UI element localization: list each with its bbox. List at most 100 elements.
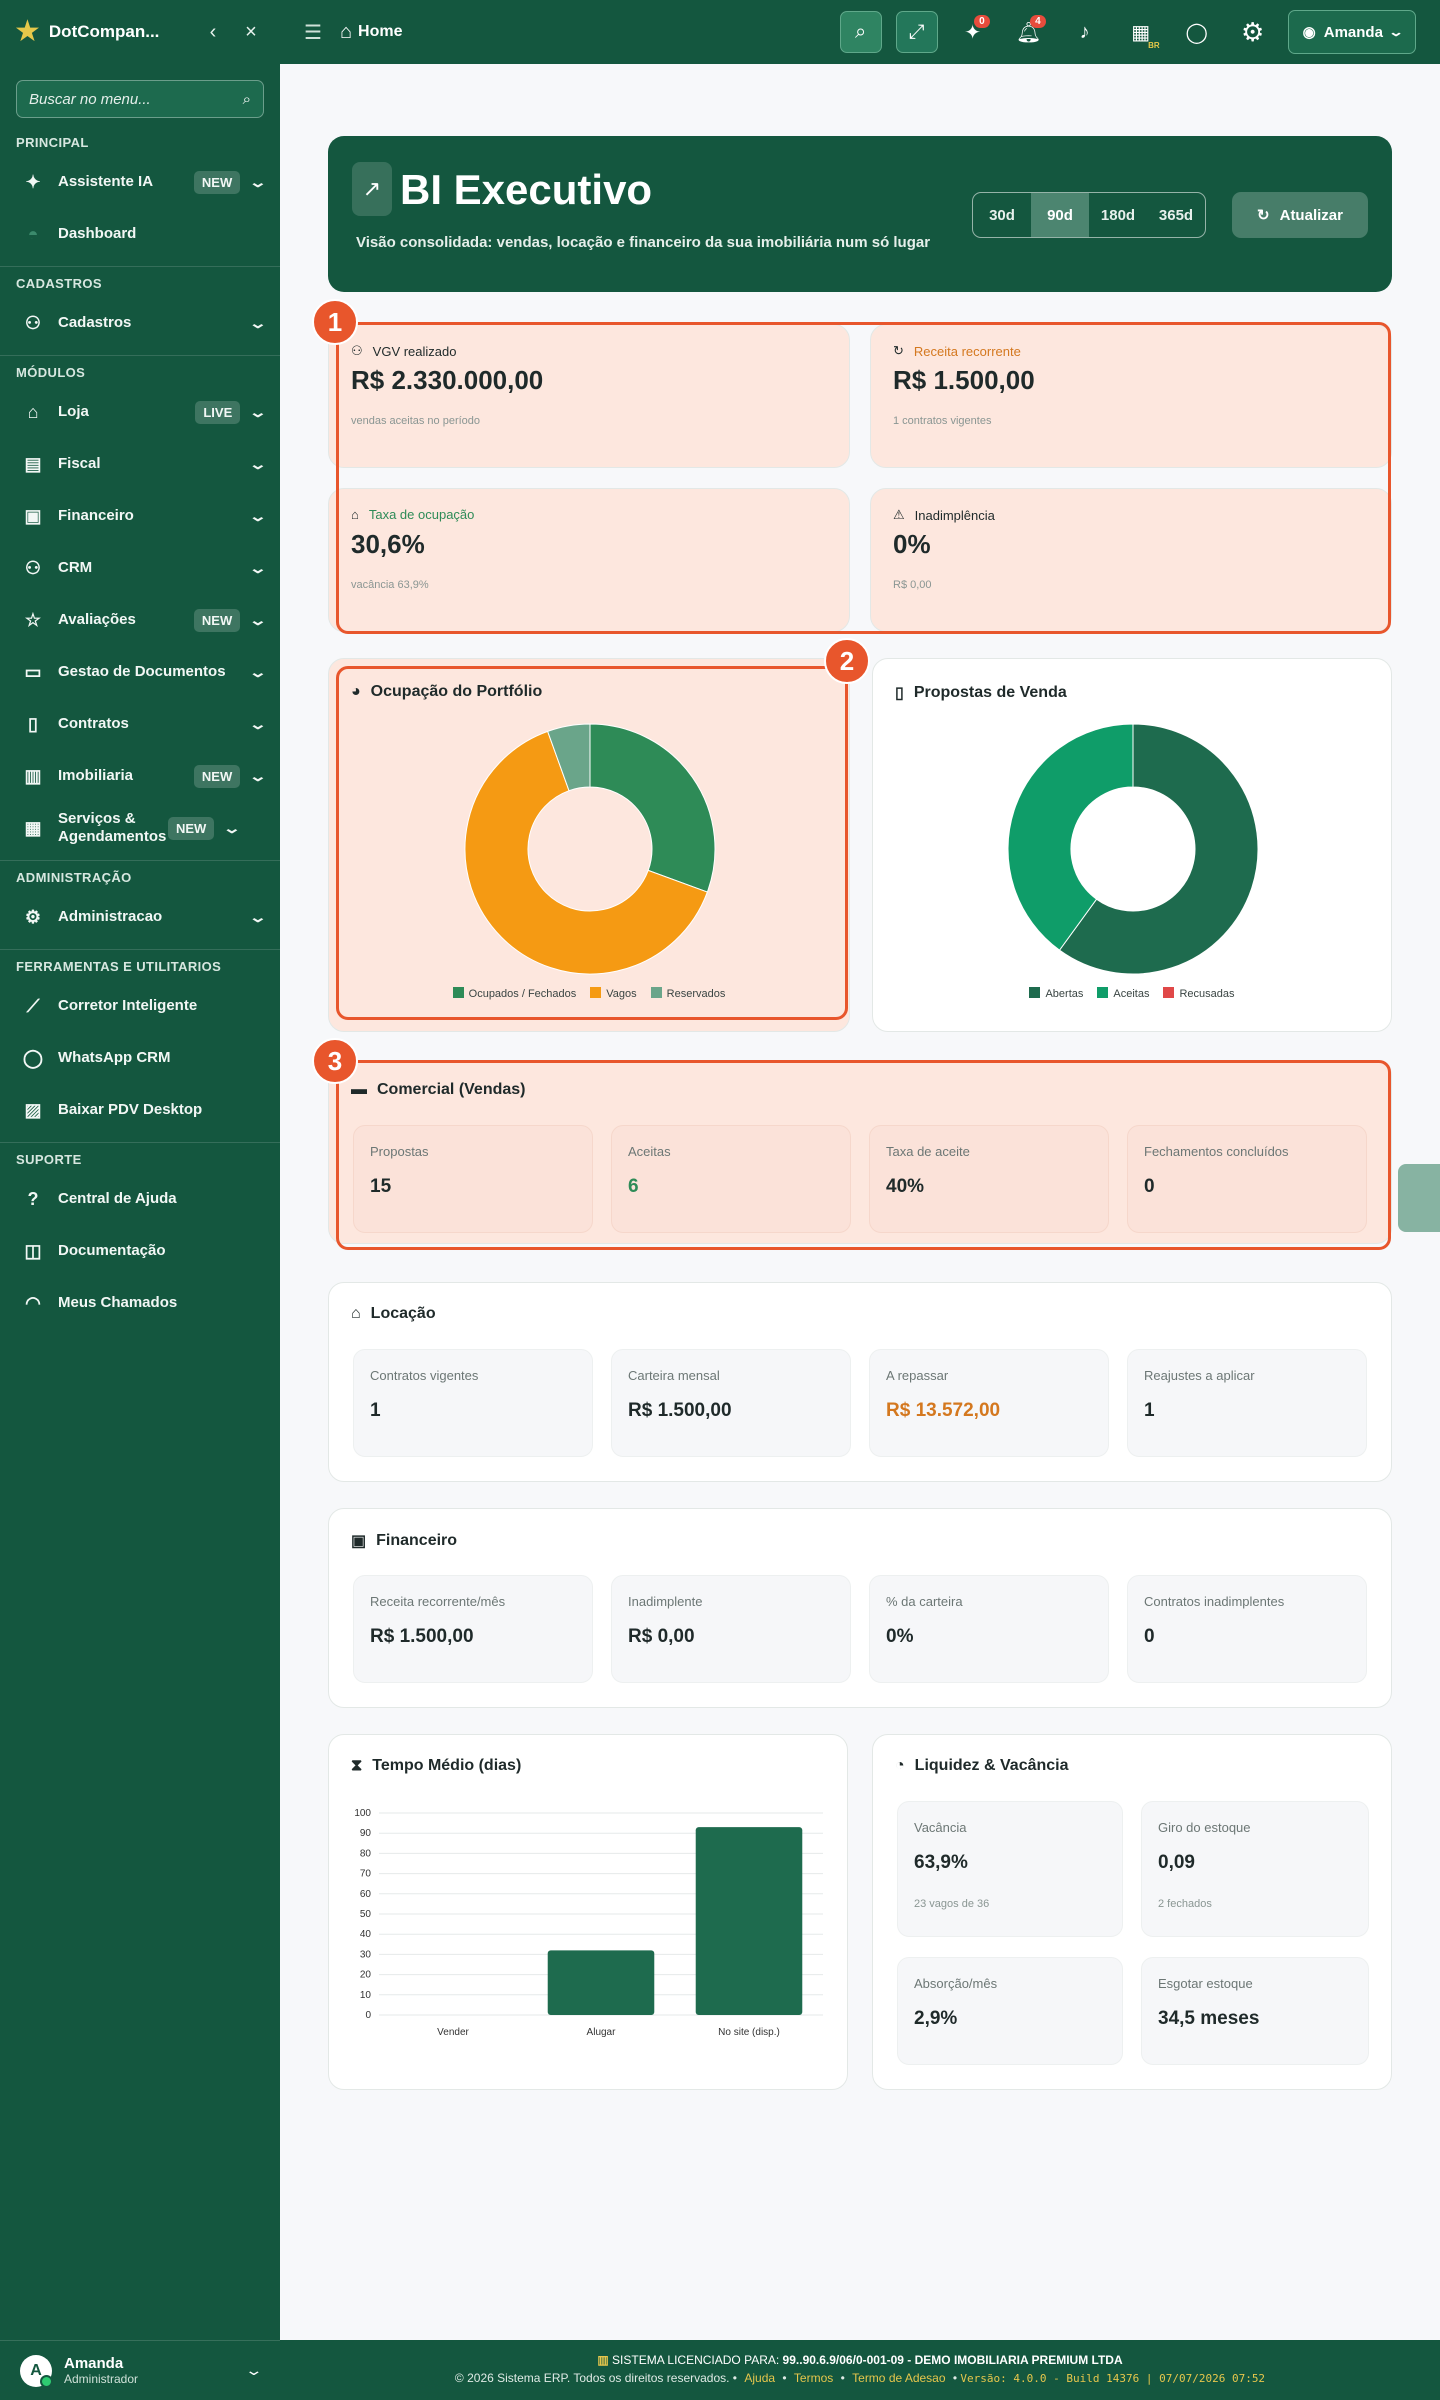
footer-link-termo-adesao[interactable]: Termo de Adesao — [852, 2371, 946, 2385]
alerts-button[interactable]: ♪ — [1064, 11, 1106, 53]
sidebar-item-ajuda[interactable]: ? Central de Ajuda — [0, 1173, 280, 1225]
chevron-down-icon: ⌄ — [248, 767, 268, 784]
bar-1[interactable] — [547, 1950, 655, 2015]
fullscreen-button[interactable]: ⤢ — [895, 11, 938, 53]
menu-icon[interactable]: ☰ — [304, 21, 322, 44]
kpi-value: 30,6% — [351, 529, 425, 559]
sidebar: ★ DotCompan... ‹ × ⌕ PRINCIPAL ✦Assisten… — [0, 0, 280, 2400]
sidebar-item-pdv[interactable]: ▨ Baixar PDV Desktop — [0, 1084, 280, 1136]
donut-slice-0[interactable] — [589, 723, 716, 893]
sidebar-item-imobiliaria[interactable]: ▥ Imobiliaria NEW ⌄ — [0, 750, 280, 802]
notification-count: 0 — [974, 15, 990, 28]
footer-link-ajuda[interactable]: Ajuda — [744, 2371, 776, 2385]
license-holder: 99..90.6.9/06/0-001-09 - DEMO IMOBILIARI… — [782, 2353, 1123, 2367]
legend-item[interactable]: Ocupados / Fechados — [452, 987, 576, 1000]
occupancy-donut — [464, 723, 716, 975]
annotation-marker-1: 1 — [312, 299, 358, 345]
footer-link-termos[interactable]: Termos — [793, 2371, 834, 2385]
card-title: Comercial (Vendas) — [377, 1081, 526, 1098]
annotation-marker-2: 2 — [824, 638, 870, 684]
legend-item[interactable]: Aceitas — [1097, 987, 1149, 1000]
sidebar-item-avaliacoes[interactable]: ☆ Avaliações NEW ⌄ — [0, 594, 280, 646]
proposals-legend: Abertas Aceitas Recusadas — [873, 987, 1391, 1000]
sidebar-item-whatsapp[interactable]: ◯ WhatsApp CRM — [22, 1047, 171, 1068]
home-link[interactable]: ⌂ Home — [339, 20, 403, 43]
pie-chart-icon: ◕ — [351, 683, 361, 700]
whatsapp-button[interactable]: ◯ — [1176, 11, 1218, 53]
tile-carteira-mensal: Carteira mensal R$ 1.500,00 — [611, 1349, 851, 1457]
section-administracao: ADMINISTRAÇÃO — [16, 870, 132, 885]
legend-item[interactable]: Recusadas — [1163, 987, 1235, 1000]
period-180d[interactable]: 180d — [1100, 206, 1136, 224]
sidebar-item-gestao-documentos[interactable]: ▭ Gestao de Documentos ⌄ — [0, 646, 280, 698]
sidebar-item-assistente[interactable]: ✦ Assistente IA NEW ⌄ — [0, 156, 280, 208]
version-info: Versão: 4.0.0 - Build 14376 | 07/07/2026… — [960, 2372, 1266, 2385]
ai-search-button[interactable]: ⌕ — [839, 11, 882, 53]
search-icon: ⌕ — [855, 20, 867, 43]
folder-icon: ▭ — [24, 661, 42, 682]
period-365d[interactable]: 365d — [1158, 206, 1194, 224]
sidebar-item-administracao[interactable]: ⚙ Administracao ⌄ — [0, 891, 280, 943]
chevron-down-icon: ⌄ — [248, 908, 268, 925]
collapse-sidebar-icon[interactable]: ‹ — [209, 20, 217, 43]
settings-button[interactable]: ⚙ — [1232, 11, 1274, 53]
tile-vacancia: Vacância 63,9% 23 vagos de 36 — [897, 1801, 1123, 1937]
tile-propostas: Propostas 15 — [353, 1125, 593, 1233]
financeiro-card: ▣ Financeiro Receita recorrente/mês R$ 1.5… — [328, 1508, 1392, 1708]
legend-item[interactable]: Abertas — [1029, 987, 1083, 1000]
period-30d[interactable]: 30d — [989, 206, 1015, 224]
sidebar-item-corretor[interactable]: ⟋ Corretor Inteligente — [0, 980, 280, 1032]
sidebar-item-servicos[interactable]: ▦ Serviços & Agendamentos NEW ⌄ — [0, 802, 280, 854]
sidebar-item-cadastros[interactable]: ⚇ Cadastros ⌄ — [0, 297, 280, 349]
document-icon: ▯ — [28, 713, 38, 734]
sidebar-item-contratos[interactable]: ▯ Contratos ⌄ — [0, 698, 280, 750]
sidebar-item-financeiro[interactable]: ▣ Financeiro ⌄ — [0, 490, 280, 542]
card-title: Liquidez & Vacância — [914, 1757, 1069, 1774]
period-90d[interactable]: 90d — [1031, 193, 1089, 237]
legend-item[interactable]: Reservados — [650, 987, 725, 1000]
gauge-icon: ◔ — [895, 1757, 905, 1774]
section-ferramentas: FERRAMENTAS E UTILITARIOS — [16, 959, 222, 974]
sidebar-item-crm[interactable]: ⚇ CRM ⌄ — [0, 542, 280, 594]
search-icon[interactable]: ⌕ — [242, 90, 251, 108]
sidebar-item-loja[interactable]: ⌂ Loja LIVE ⌄ — [0, 386, 280, 438]
close-icon[interactable]: × — [245, 20, 257, 43]
legend-item[interactable]: Vagos — [590, 987, 637, 1000]
brand-name: DotCompan... — [48, 22, 160, 41]
card-title: Financeiro — [376, 1532, 458, 1549]
tile-contratos-vigentes: Contratos vigentes 1 — [353, 1349, 593, 1457]
money-icon: ▣ — [351, 1533, 367, 1550]
kpi-label: Taxa de ocupação — [368, 507, 475, 522]
sidebar-user[interactable]: A Amanda Administrador ⌄ — [0, 2340, 280, 2400]
proposals-donut — [1007, 723, 1259, 975]
divider — [0, 1142, 280, 1143]
whatsapp-icon: ◯ — [1185, 21, 1208, 44]
donut-slice-0[interactable] — [1058, 723, 1259, 975]
menu-search-input[interactable] — [29, 90, 243, 108]
card-title: Ocupação do Portfólio — [370, 683, 543, 700]
user-menu-button[interactable]: ◉ Amanda ⌄ — [1287, 10, 1416, 54]
side-drawer-toggle[interactable] — [1398, 1164, 1440, 1232]
sidebar-item-dashboard[interactable]: ◓ Dashboard — [0, 208, 280, 260]
bar-2[interactable] — [695, 1827, 803, 2015]
donut-slice-2[interactable] — [547, 723, 591, 792]
sidebar-item-documentacao[interactable]: ◫ Documentação — [0, 1225, 280, 1277]
chevron-down-icon: ⌄ — [222, 819, 242, 836]
sidebar-item-chamados[interactable]: ◠ Meus Chamados — [0, 1277, 280, 1329]
donut-slice-1[interactable] — [1007, 723, 1134, 951]
refresh-button[interactable]: ↻ Atualizar — [1232, 192, 1368, 238]
language-button[interactable]: ▦ BR — [1120, 11, 1162, 53]
annotation-marker-3: 3 — [312, 1038, 358, 1084]
ai-notifications-button[interactable]: ✦ 0 — [952, 11, 994, 53]
notifications-button[interactable]: 🔔︎ 4 — [1008, 11, 1050, 53]
y-tick-label: 80 — [360, 1848, 372, 1859]
donut-slice-1[interactable] — [464, 730, 708, 975]
avatar: A — [20, 2354, 53, 2388]
kpi-foot: 1 contratos vigentes — [893, 415, 992, 427]
gear-icon: ⚙ — [1241, 16, 1265, 47]
sidebar-item-fiscal[interactable]: ▤ Fiscal ⌄ — [0, 438, 280, 490]
kpi-value: R$ 1.500,00 — [893, 365, 1035, 395]
chevron-down-icon: ⌄ — [248, 559, 268, 576]
divider — [0, 355, 280, 356]
x-tick-label: Alugar — [587, 2027, 617, 2038]
